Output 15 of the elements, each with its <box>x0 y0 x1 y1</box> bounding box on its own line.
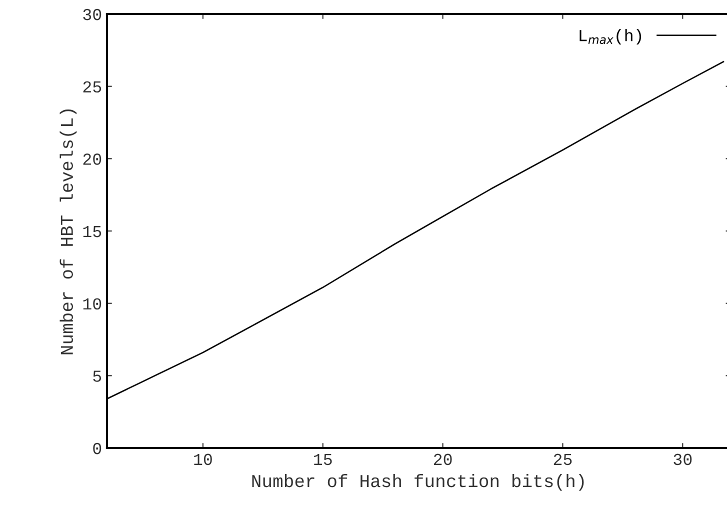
y-axis-title: Number of HBT levels(L) <box>60 109 77 354</box>
y-tick-label: 0 <box>93 442 102 454</box>
x-tick-label: 15 <box>314 454 332 466</box>
y-tick-label: 25 <box>83 81 102 93</box>
x-tick-label: 25 <box>554 454 572 466</box>
y-tick-label: 30 <box>83 8 102 20</box>
x-tick-label: 30 <box>674 454 692 466</box>
y-tick-label: 5 <box>93 370 102 382</box>
y-tick-label: 15 <box>83 226 102 238</box>
x-tick-label: 20 <box>434 454 452 466</box>
x-axis-title: Number of Hash function bits(h) <box>252 474 584 491</box>
y-tick-label: 10 <box>83 298 102 310</box>
x-tick-label: 10 <box>194 454 212 466</box>
legend-label: L$_{max}$(h) <box>580 29 642 45</box>
y-tick-label: 20 <box>83 154 102 165</box>
